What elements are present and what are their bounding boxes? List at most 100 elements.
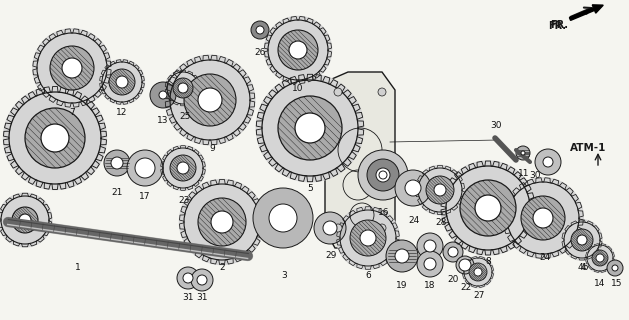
Circle shape: [211, 211, 233, 233]
Circle shape: [269, 204, 297, 232]
Text: 20: 20: [447, 276, 459, 284]
Text: 19: 19: [396, 281, 408, 290]
Polygon shape: [462, 256, 494, 288]
Circle shape: [469, 263, 487, 281]
Circle shape: [571, 229, 593, 251]
Text: 21: 21: [111, 188, 123, 196]
Circle shape: [516, 146, 530, 160]
Circle shape: [426, 176, 454, 204]
Circle shape: [417, 251, 443, 277]
Text: 3: 3: [281, 270, 287, 279]
Text: 26: 26: [254, 47, 265, 57]
Polygon shape: [256, 74, 364, 182]
Text: 11: 11: [518, 169, 530, 178]
Polygon shape: [441, 161, 535, 255]
Circle shape: [198, 198, 246, 246]
Circle shape: [50, 46, 94, 90]
Circle shape: [607, 260, 623, 276]
Circle shape: [253, 188, 313, 248]
Polygon shape: [264, 16, 331, 84]
Circle shape: [198, 88, 222, 112]
Circle shape: [177, 162, 189, 174]
Circle shape: [533, 208, 553, 228]
FancyArrow shape: [569, 5, 603, 20]
Circle shape: [173, 78, 193, 98]
Text: FR.: FR.: [550, 20, 568, 30]
Circle shape: [159, 91, 167, 99]
Text: 4: 4: [580, 263, 586, 273]
Circle shape: [183, 273, 193, 283]
Circle shape: [395, 170, 431, 206]
Circle shape: [116, 76, 128, 88]
Text: 24: 24: [408, 215, 420, 225]
Circle shape: [19, 214, 31, 226]
Polygon shape: [33, 29, 111, 107]
Circle shape: [334, 224, 342, 232]
Polygon shape: [586, 244, 615, 273]
Circle shape: [150, 82, 176, 108]
Circle shape: [177, 267, 199, 289]
Circle shape: [535, 149, 561, 175]
Polygon shape: [337, 207, 399, 269]
Circle shape: [111, 157, 123, 169]
Text: 17: 17: [139, 191, 151, 201]
Circle shape: [256, 26, 264, 34]
Circle shape: [376, 168, 390, 182]
Polygon shape: [415, 165, 465, 215]
Text: 16: 16: [378, 207, 390, 217]
Circle shape: [521, 196, 565, 240]
Circle shape: [474, 268, 482, 276]
Circle shape: [278, 96, 342, 160]
Text: 22: 22: [460, 283, 472, 292]
Text: 8: 8: [485, 258, 491, 267]
Circle shape: [278, 30, 318, 70]
Polygon shape: [165, 70, 201, 106]
Text: 1: 1: [75, 263, 81, 273]
Circle shape: [334, 88, 342, 96]
Polygon shape: [0, 193, 52, 247]
Text: 18: 18: [424, 281, 436, 290]
Text: 14: 14: [594, 279, 606, 289]
Text: 31: 31: [196, 293, 208, 302]
Circle shape: [350, 220, 386, 256]
Circle shape: [459, 259, 471, 271]
Polygon shape: [325, 72, 395, 248]
Circle shape: [379, 171, 387, 179]
Circle shape: [395, 249, 409, 263]
Circle shape: [596, 254, 604, 262]
Text: 24: 24: [540, 253, 550, 262]
Circle shape: [378, 88, 386, 96]
Text: 7: 7: [69, 108, 75, 116]
Text: 27: 27: [473, 291, 485, 300]
Circle shape: [543, 157, 553, 167]
Text: 15: 15: [611, 279, 623, 289]
Circle shape: [314, 212, 346, 244]
Polygon shape: [503, 178, 583, 258]
Circle shape: [475, 195, 501, 221]
Circle shape: [360, 230, 376, 246]
Circle shape: [424, 258, 436, 270]
Circle shape: [521, 151, 525, 155]
Circle shape: [577, 235, 587, 245]
Text: 9: 9: [209, 143, 215, 153]
Polygon shape: [562, 220, 602, 260]
Text: 13: 13: [157, 116, 169, 124]
Text: 28: 28: [435, 218, 447, 227]
Circle shape: [456, 256, 474, 274]
Text: 30: 30: [529, 171, 541, 180]
Circle shape: [358, 150, 408, 200]
Circle shape: [25, 108, 85, 168]
Circle shape: [417, 233, 443, 259]
Text: 25: 25: [179, 111, 191, 121]
Text: 31: 31: [182, 293, 194, 302]
Circle shape: [323, 221, 337, 235]
Polygon shape: [179, 180, 265, 265]
Circle shape: [405, 180, 421, 196]
Circle shape: [386, 240, 418, 272]
Text: 29: 29: [325, 251, 337, 260]
Text: 23: 23: [178, 196, 190, 204]
Polygon shape: [165, 55, 255, 145]
Circle shape: [41, 124, 69, 152]
Circle shape: [135, 158, 155, 178]
Polygon shape: [4, 86, 106, 189]
